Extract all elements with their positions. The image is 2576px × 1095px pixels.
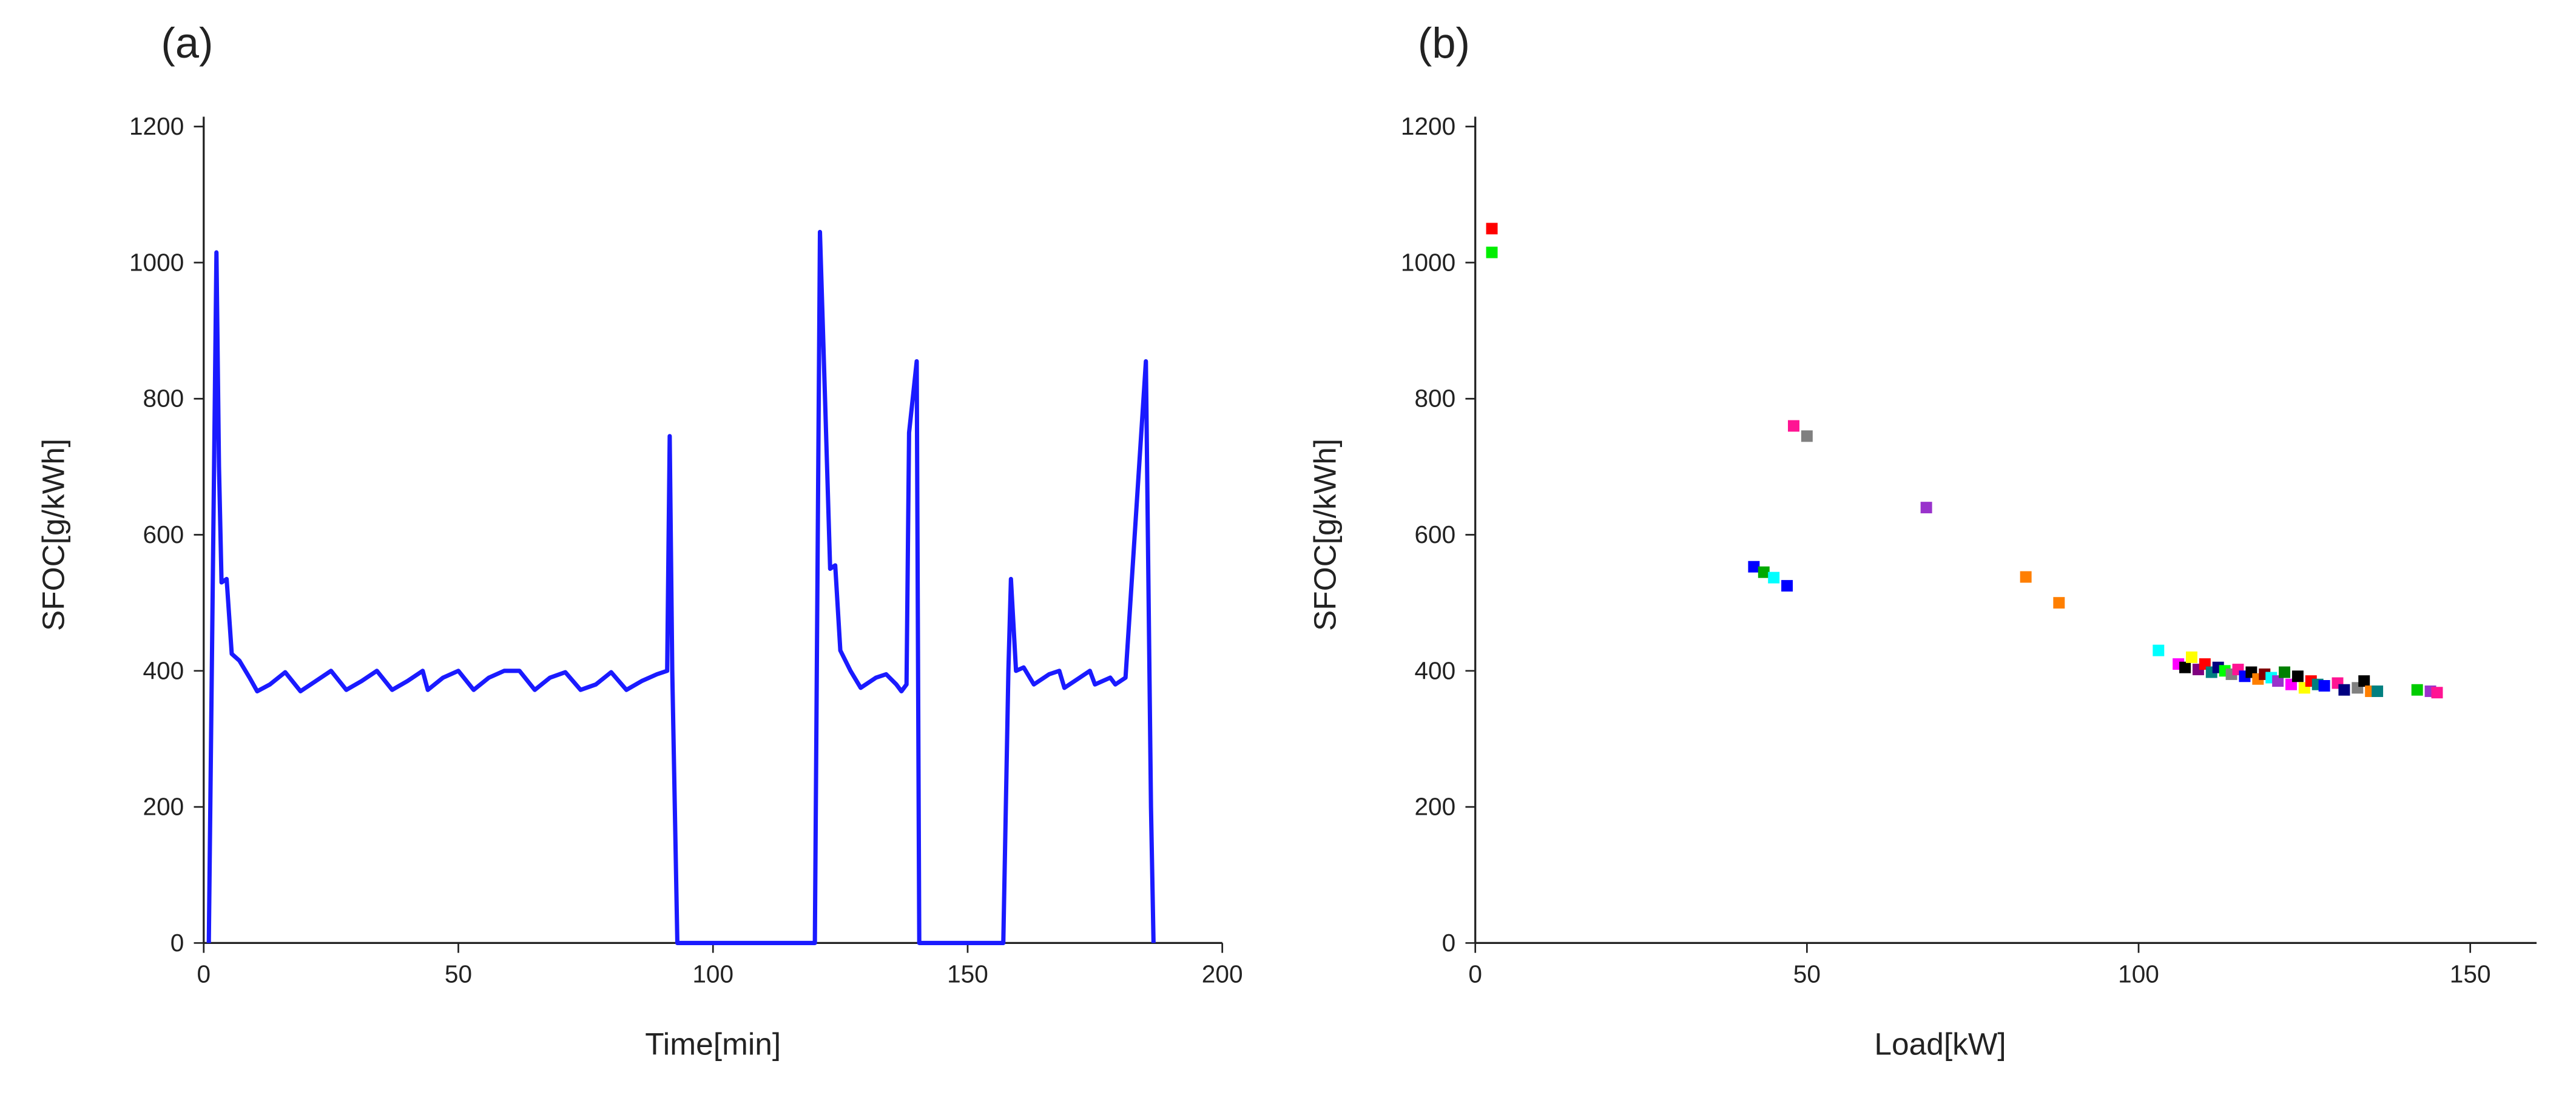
point (1486, 246, 1498, 258)
point (2186, 651, 2197, 663)
point (1486, 223, 1498, 235)
y-axis-label: SFOC[g/kWh] (36, 439, 71, 631)
x-tick-label: 150 (947, 960, 988, 988)
y-tick-label: 600 (1414, 521, 1455, 548)
x-tick-label: 50 (1793, 960, 1821, 988)
point (1781, 580, 1793, 592)
point (2179, 661, 2191, 673)
x-tick-label: 200 (1202, 960, 1243, 988)
point (2153, 644, 2165, 656)
y-tick-label: 400 (1414, 656, 1455, 684)
y-tick-label: 800 (1414, 385, 1455, 413)
x-axis-label: Time[min] (645, 1026, 781, 1062)
point (2020, 571, 2032, 583)
point (2372, 685, 2384, 697)
point (2291, 670, 2304, 682)
point (1748, 561, 1760, 573)
y-tick-label: 400 (143, 656, 184, 684)
point (1801, 430, 1813, 442)
y-tick-label: 200 (143, 793, 184, 821)
y-tick-label: 0 (170, 929, 184, 957)
point (2053, 597, 2065, 609)
point (1758, 566, 1770, 578)
point (2431, 687, 2443, 699)
y-tick-label: 1000 (1401, 248, 1455, 276)
x-tick-label: 100 (2118, 960, 2159, 988)
point (1920, 502, 1932, 514)
y-tick-label: 200 (1414, 793, 1455, 821)
y-tick-label: 800 (143, 385, 184, 413)
y-tick-label: 1200 (129, 112, 184, 140)
point (2279, 666, 2291, 678)
panel-label: (a) (161, 19, 213, 67)
y-tick-label: 0 (1442, 929, 1456, 957)
point (2411, 684, 2423, 696)
x-tick-label: 150 (2450, 960, 2491, 988)
data-line (206, 229, 1156, 945)
point (1788, 420, 1799, 432)
x-tick-label: 0 (197, 960, 211, 988)
x-axis-label: Load[kW] (1874, 1026, 2006, 1062)
y-tick-label: 1000 (129, 248, 184, 276)
point (2358, 675, 2370, 687)
x-tick-label: 0 (1468, 960, 1482, 988)
y-tick-label: 600 (143, 521, 184, 548)
point (2272, 675, 2284, 687)
y-tick-label: 1200 (1401, 112, 1455, 140)
point (1768, 571, 1780, 584)
y-axis-label: SFOC[g/kWh] (1307, 439, 1343, 631)
point (2338, 684, 2350, 696)
x-tick-label: 50 (445, 960, 472, 988)
x-tick-label: 100 (692, 960, 733, 988)
point (2318, 680, 2330, 692)
panel-label: (b) (1418, 19, 1470, 67)
